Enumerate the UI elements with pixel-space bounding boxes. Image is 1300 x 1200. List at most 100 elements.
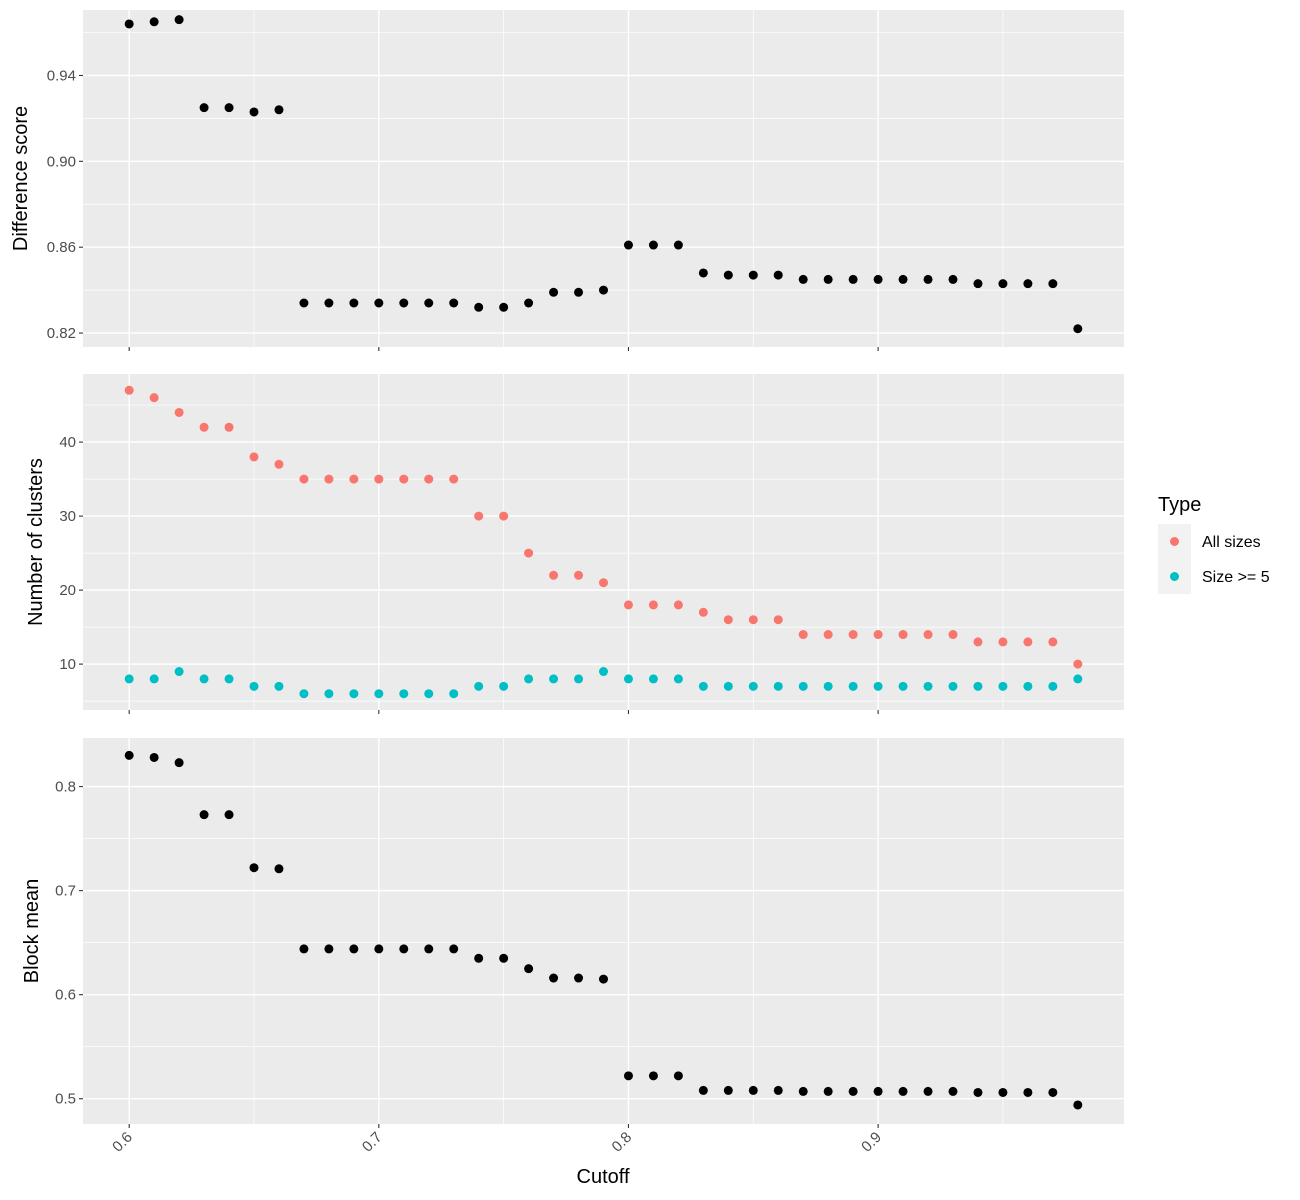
data-point [1023, 637, 1033, 647]
data-point [773, 1085, 783, 1095]
data-point [424, 689, 434, 699]
data-point [599, 578, 608, 588]
y-tick-label: 30 [59, 508, 76, 525]
data-point [748, 1085, 758, 1095]
data-point [648, 240, 658, 250]
data-point [798, 630, 808, 640]
x-tick-label: 0.7 [359, 1129, 386, 1156]
x-axis: 0.6 0.7 0.8 0.9 [109, 1129, 885, 1156]
data-point [374, 474, 384, 484]
data-point [698, 681, 708, 691]
data-point [1073, 674, 1083, 684]
data-point [324, 689, 334, 699]
y-tick-label: 10 [59, 656, 76, 673]
data-point [898, 1086, 908, 1096]
data-point [623, 240, 633, 250]
data-point [1073, 659, 1083, 669]
data-point [399, 689, 409, 699]
x-tick-label: 0.6 [109, 1129, 136, 1156]
data-point [873, 274, 883, 284]
data-point [199, 674, 209, 684]
data-point [349, 298, 359, 308]
data-point [1048, 681, 1058, 691]
data-point [1023, 681, 1033, 691]
data-point [998, 681, 1008, 691]
data-point [998, 1087, 1008, 1097]
y-tick-label: 0.5 [55, 1091, 76, 1108]
data-point [723, 615, 733, 625]
data-point [474, 302, 484, 312]
data-point [449, 944, 459, 954]
data-point [574, 973, 584, 983]
data-point [748, 270, 758, 280]
data-point [848, 274, 858, 284]
data-point [873, 681, 883, 691]
data-point [574, 287, 584, 297]
data-point [324, 944, 334, 954]
data-point [823, 681, 833, 691]
data-point [474, 953, 484, 963]
data-point [274, 105, 284, 115]
data-point [249, 452, 259, 462]
panels: 0.82 0.86 0.90 0.94 Difference score 10 20 30 40… [10, 10, 1124, 1128]
data-point [524, 674, 534, 684]
data-point [474, 511, 484, 521]
data-point [549, 674, 559, 684]
data-point [748, 615, 758, 625]
data-point [274, 459, 284, 469]
data-point [998, 637, 1008, 647]
y-axis-title: Difference score [10, 106, 32, 251]
data-point [823, 274, 833, 284]
data-point [948, 1086, 958, 1096]
data-point [599, 667, 608, 677]
data-point [374, 689, 384, 699]
data-point [224, 674, 234, 684]
data-point [549, 287, 559, 297]
data-point [349, 474, 359, 484]
data-point [474, 681, 484, 691]
data-point [349, 944, 359, 954]
data-point [149, 674, 159, 684]
data-point [923, 274, 933, 284]
data-point [1023, 279, 1033, 289]
data-point [149, 393, 159, 403]
data-point [973, 637, 983, 647]
data-point [623, 674, 633, 684]
data-point [399, 298, 409, 308]
data-point [549, 570, 559, 580]
data-point [673, 1071, 683, 1081]
series-1 [124, 750, 1083, 1110]
data-point [524, 298, 534, 308]
data-point [424, 944, 434, 954]
data-point [948, 681, 958, 691]
data-point [673, 240, 683, 250]
data-point [723, 270, 733, 280]
data-point [1048, 279, 1058, 289]
data-point [673, 600, 683, 610]
legend-label-size-ge-5: Size >= 5 [1202, 569, 1270, 586]
legend-key-size-ge-5 [1170, 572, 1179, 581]
data-point [698, 607, 708, 617]
data-point [648, 1071, 658, 1081]
x-tick-label: 0.9 [858, 1129, 885, 1156]
data-point [1023, 1087, 1033, 1097]
data-point [499, 302, 509, 312]
data-point [1048, 637, 1058, 647]
data-point [623, 600, 633, 610]
data-point [648, 600, 658, 610]
data-point [399, 944, 409, 954]
data-point [723, 1085, 733, 1095]
panel-background [83, 738, 1124, 1124]
data-point [823, 630, 833, 640]
data-point [174, 667, 184, 677]
data-point [773, 615, 783, 625]
data-point [873, 630, 883, 640]
data-point [124, 674, 134, 684]
data-point [374, 944, 384, 954]
data-point [224, 810, 234, 820]
data-point [898, 274, 908, 284]
data-point [424, 474, 434, 484]
data-point [673, 674, 683, 684]
legend: Type All sizes Size >= 5 [1158, 494, 1270, 594]
